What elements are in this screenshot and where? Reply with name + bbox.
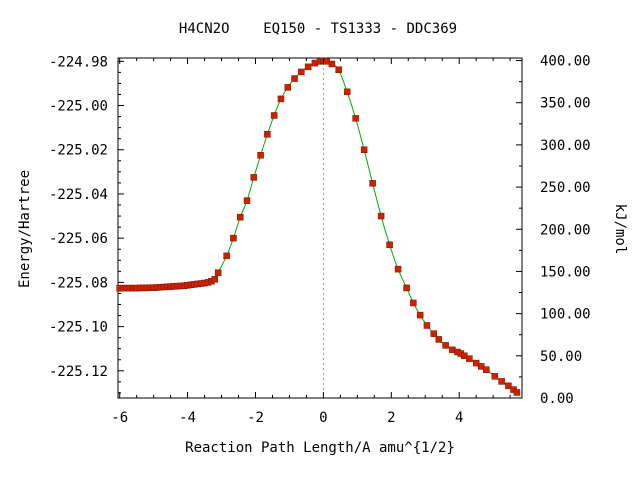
x-tick-label: 0	[319, 410, 327, 426]
x-tick-label: 4	[455, 410, 463, 426]
y-tick-label: -225.08	[49, 275, 108, 291]
x-tick-label: -2	[247, 410, 264, 426]
y2-tick-label: 150.00	[540, 264, 591, 280]
data-point	[416, 311, 424, 319]
chart-title: H4CN2O EQ150 - TS1333 - DDC369	[179, 21, 457, 37]
data-point	[291, 75, 298, 82]
data-point	[243, 197, 251, 204]
data-point	[250, 174, 258, 181]
y-axis-right-label: kJ/mol	[612, 204, 628, 255]
plot-frame	[117, 57, 523, 399]
data-point	[360, 146, 368, 153]
data-point	[223, 252, 230, 260]
data-points	[116, 57, 521, 396]
y-tick-label: -225.04	[49, 187, 108, 203]
data-point	[505, 382, 512, 390]
y-axis-left-ticks: -224.98 -225.00 -225.02 -225.04 -225.06 -225.…	[49, 54, 124, 394]
y-tick-label: -224.98	[49, 54, 108, 70]
data-point	[236, 213, 244, 221]
data-point	[498, 378, 505, 385]
data-point	[386, 241, 393, 249]
data-point	[394, 265, 402, 273]
data-point	[270, 112, 278, 119]
y2-tick-label: 100.00	[540, 307, 591, 323]
data-point	[483, 366, 490, 373]
y-axis-left-label: Energy/Hartree	[17, 170, 33, 288]
data-point	[277, 95, 285, 103]
data-point	[264, 131, 271, 138]
plot-border	[117, 57, 523, 399]
data-point	[230, 234, 237, 242]
data-point	[377, 212, 385, 220]
y-tick-label: -225.06	[49, 231, 108, 247]
data-point	[257, 152, 264, 159]
energy-curve	[119, 60, 518, 393]
energy-curve-line	[119, 60, 518, 393]
x-tick-label: -4	[179, 410, 196, 426]
x-axis-label: Reaction Path Length/A amu^{1/2}	[185, 440, 455, 456]
y-tick-label: -225.12	[49, 364, 108, 380]
data-point	[214, 269, 222, 276]
y2-tick-label: 50.00	[540, 349, 582, 365]
y2-tick-label: 250.00	[540, 180, 591, 196]
data-point	[466, 355, 473, 362]
x-axis-ticks: -6 -4 -2 0 2 4	[111, 58, 511, 426]
data-point	[435, 336, 443, 343]
y2-tick-label: 300.00	[540, 138, 591, 154]
data-point	[369, 180, 376, 187]
y2-tick-label: 200.00	[540, 222, 591, 238]
x-tick-label: 2	[387, 410, 395, 426]
x-tick-label: -6	[111, 410, 128, 426]
y2-tick-label: 400.00	[540, 54, 591, 70]
data-point	[298, 68, 305, 76]
data-point	[211, 276, 219, 283]
y2-tick-label: 350.00	[540, 96, 591, 112]
data-point	[430, 330, 437, 337]
y-tick-label: -225.00	[49, 99, 108, 115]
data-point	[343, 88, 351, 96]
y-tick-label: -225.02	[49, 143, 108, 159]
data-point	[423, 322, 431, 329]
data-point	[472, 359, 480, 367]
data-point	[328, 60, 336, 68]
data-point	[304, 63, 312, 71]
data-point	[352, 115, 359, 122]
y2-tick-label: 0.00	[540, 391, 574, 407]
data-point	[284, 84, 291, 91]
data-point	[410, 299, 417, 307]
y-tick-label: -225.10	[49, 320, 108, 336]
y-axis-right-ticks: 400.00 350.00 300.00 250.00 200.00 150.00 100.…	[516, 54, 591, 407]
data-point	[478, 363, 485, 370]
data-point	[335, 66, 342, 73]
data-point	[513, 389, 521, 396]
data-point	[491, 373, 499, 380]
data-point	[442, 342, 449, 349]
data-point	[403, 284, 410, 292]
